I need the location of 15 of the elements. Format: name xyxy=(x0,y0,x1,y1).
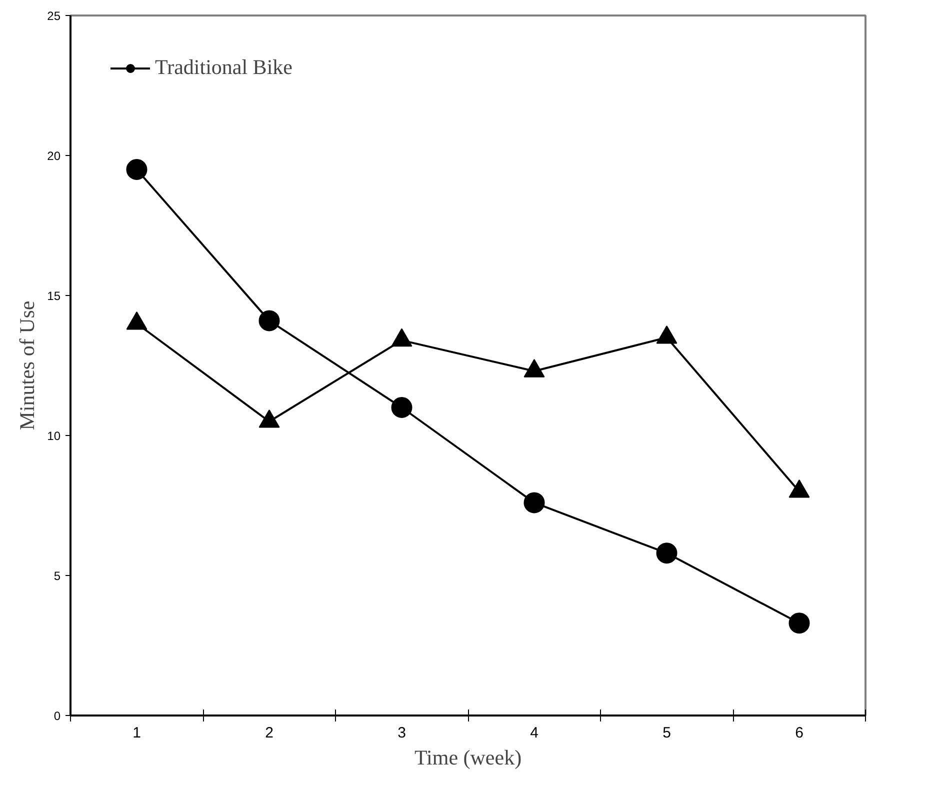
x-tick-label: 3 xyxy=(398,724,406,742)
y-tick-label: 20 xyxy=(47,149,61,163)
y-tick-label: 25 xyxy=(47,9,61,23)
y-axis-title: Minutes of Use xyxy=(15,300,40,430)
x-tick-label: 4 xyxy=(530,724,538,742)
x-tick-label: 6 xyxy=(795,724,804,742)
y-tick-label: 5 xyxy=(54,569,61,583)
x-axis-title: Time (week) xyxy=(414,746,522,770)
y-tick-label: 10 xyxy=(47,429,61,443)
x-tick-label: 1 xyxy=(132,724,141,742)
x-tick-label: 5 xyxy=(662,724,671,742)
legend-label: Traditional Bike xyxy=(155,55,292,80)
y-tick-label: 15 xyxy=(47,289,61,303)
y-tick-label: 0 xyxy=(54,709,61,723)
x-tick-label: 2 xyxy=(265,724,274,742)
